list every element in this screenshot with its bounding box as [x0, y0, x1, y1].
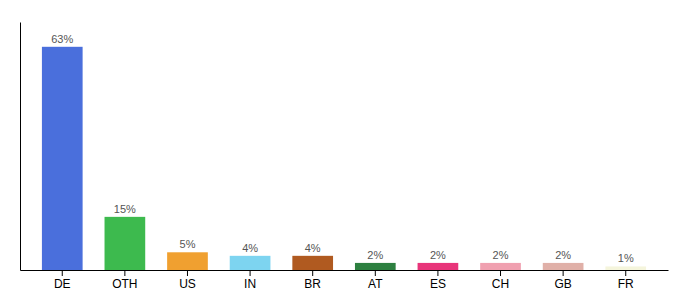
- x-tick-mark: [124, 270, 125, 276]
- x-tick-mark: [250, 270, 251, 276]
- x-tick-label: GB: [554, 277, 571, 291]
- data-label: 1%: [618, 252, 634, 264]
- x-tick-mark: [625, 270, 626, 276]
- x-tick: FR: [618, 270, 634, 291]
- x-tick-mark: [187, 270, 188, 276]
- data-label: 2%: [493, 249, 509, 261]
- x-tick-mark: [500, 270, 501, 276]
- x-tick-label: AT: [368, 277, 383, 291]
- bar: [355, 263, 396, 270]
- x-tick-mark: [563, 270, 564, 276]
- x-tick: CH: [492, 270, 509, 291]
- bar: [292, 256, 333, 270]
- y-axis-line: [20, 23, 21, 271]
- x-tick-mark: [375, 270, 376, 276]
- data-label: 2%: [367, 249, 383, 261]
- data-label: 4%: [242, 242, 258, 254]
- x-tick-label: US: [179, 277, 196, 291]
- x-tick-label: BR: [304, 277, 321, 291]
- chart-container: DE OTH US IN BR AT ES CH GB FR 63% 15% 5% 4% 4% 2% 2% 2% 2…: [0, 0, 680, 300]
- x-tick-label: IN: [244, 277, 256, 291]
- x-tick-label: CH: [492, 277, 509, 291]
- bar: [543, 263, 584, 270]
- x-tick: DE: [54, 270, 71, 291]
- data-label: 63%: [51, 33, 73, 45]
- x-tick: US: [179, 270, 196, 291]
- x-tick: IN: [244, 270, 256, 291]
- x-tick: AT: [368, 270, 383, 291]
- bar: [167, 252, 208, 270]
- data-label: 15%: [114, 203, 136, 215]
- bar: [105, 217, 146, 270]
- x-tick-label: FR: [618, 277, 634, 291]
- data-label: 2%: [555, 249, 571, 261]
- bar: [230, 256, 271, 270]
- bar: [605, 266, 646, 270]
- plot: DE OTH US IN BR AT ES CH GB FR 63% 15% 5% 4% 4% 2% 2% 2% 2…: [21, 23, 669, 291]
- x-axis-line: [21, 270, 669, 271]
- data-label: 4%: [305, 242, 321, 254]
- bar: [418, 263, 459, 270]
- bars: [42, 47, 646, 270]
- x-tick-mark: [62, 270, 63, 276]
- x-tick-label: DE: [54, 277, 71, 291]
- x-axis: DE OTH US IN BR AT ES CH GB FR: [21, 270, 669, 291]
- x-tick: ES: [430, 270, 446, 291]
- bar: [42, 47, 83, 270]
- data-labels: 63% 15% 5% 4% 4% 2% 2% 2% 2% 1%: [51, 33, 634, 265]
- x-tick: GB: [554, 270, 571, 291]
- data-label: 2%: [430, 249, 446, 261]
- data-label: 5%: [180, 238, 196, 250]
- y-axis: [20, 23, 21, 271]
- x-tick-mark: [437, 270, 438, 276]
- x-tick: BR: [304, 270, 321, 291]
- bar: [480, 263, 521, 270]
- x-tick-label: OTH: [112, 277, 137, 291]
- x-tick: OTH: [112, 270, 137, 291]
- chart-svg: DE OTH US IN BR AT ES CH GB FR 63% 15% 5% 4% 4% 2% 2% 2% 2…: [0, 0, 680, 300]
- x-tick-label: ES: [430, 277, 446, 291]
- x-tick-mark: [312, 270, 313, 276]
